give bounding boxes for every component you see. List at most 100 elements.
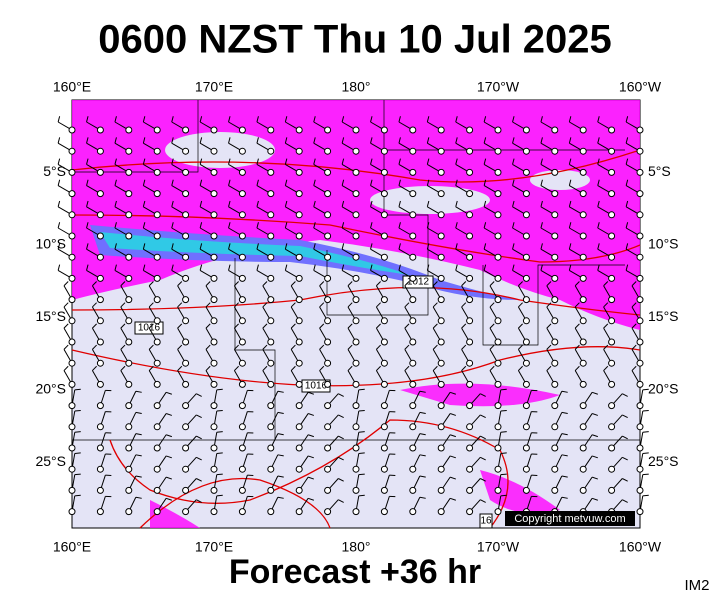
- station: [96, 211, 104, 219]
- barb-flag: [546, 302, 552, 308]
- barb-flag: [171, 179, 174, 186]
- barb-flag: [205, 281, 211, 287]
- station: [522, 317, 530, 325]
- barb-flag: [199, 200, 203, 207]
- barb-flag: [642, 452, 649, 454]
- station: [153, 486, 161, 494]
- station: [466, 211, 474, 219]
- barb-flag: [319, 365, 325, 371]
- barb-flag: [398, 179, 401, 186]
- barb-flag: [574, 302, 580, 308]
- station: [68, 232, 76, 240]
- barb-flag: [540, 222, 543, 229]
- station: [68, 359, 76, 367]
- station: [210, 402, 218, 410]
- barb-flag: [574, 323, 580, 329]
- barb-flag: [625, 200, 629, 207]
- barb-flag: [631, 281, 637, 287]
- station: [68, 274, 76, 282]
- station: [466, 508, 474, 516]
- barb-flag: [461, 302, 467, 308]
- station: [125, 274, 133, 282]
- barb-flag: [455, 222, 458, 229]
- station: [437, 296, 445, 304]
- station: [295, 508, 303, 516]
- station: [352, 296, 360, 304]
- station: [608, 402, 616, 410]
- station: [551, 296, 559, 304]
- station: [182, 296, 190, 304]
- barb-flag: [338, 435, 344, 440]
- barb-flag: [512, 243, 515, 250]
- station: [352, 444, 360, 452]
- station: [466, 317, 474, 325]
- station: [153, 147, 161, 155]
- station: [608, 444, 616, 452]
- barb-flag: [398, 116, 401, 123]
- station: [409, 444, 417, 452]
- barb-flag: [597, 158, 600, 165]
- barb-flag: [148, 365, 154, 371]
- station: [579, 486, 587, 494]
- barb-flag: [256, 222, 259, 229]
- station: [551, 402, 559, 410]
- barb-flag: [419, 475, 426, 478]
- barb-flag: [631, 344, 637, 350]
- station: [522, 338, 530, 346]
- station: [466, 380, 474, 388]
- station: [466, 465, 474, 473]
- station: [608, 253, 616, 261]
- station: [494, 402, 502, 410]
- station: [68, 147, 76, 155]
- station: [68, 190, 76, 198]
- lat-label: 15°S: [35, 308, 66, 324]
- barb-flag: [290, 344, 296, 350]
- station: [96, 253, 104, 261]
- station: [182, 232, 190, 240]
- station: [267, 338, 275, 346]
- barb-flag: [234, 302, 239, 308]
- barb-flag: [307, 497, 314, 501]
- station: [466, 486, 474, 494]
- barb-flag: [177, 302, 183, 308]
- station: [267, 190, 275, 198]
- station: [579, 465, 587, 473]
- barb-flag: [196, 435, 202, 440]
- station: [68, 380, 76, 388]
- barb-flag: [518, 365, 523, 371]
- station: [96, 508, 104, 516]
- barb-flag: [398, 264, 401, 271]
- station: [380, 423, 388, 431]
- station: [153, 253, 161, 261]
- barb-flag: [426, 158, 430, 165]
- barb-flag: [284, 137, 288, 144]
- station: [608, 296, 616, 304]
- station: [380, 274, 388, 282]
- barb-flag: [622, 435, 628, 440]
- barb-flag: [262, 281, 268, 287]
- station: [380, 190, 388, 198]
- barb-flag: [480, 393, 486, 397]
- barb-flag: [625, 243, 629, 250]
- station: [125, 190, 133, 198]
- barb-flag: [480, 478, 486, 482]
- barb-flag: [591, 455, 598, 459]
- station: [238, 444, 246, 452]
- barb-flag: [540, 200, 543, 207]
- lon-label: 170°E: [195, 79, 233, 95]
- barb-flag: [449, 476, 456, 480]
- barb-flag: [205, 365, 211, 371]
- barb-flag: [358, 452, 365, 454]
- station: [96, 190, 104, 198]
- barb-flag: [500, 473, 507, 476]
- station: [636, 423, 644, 431]
- barb-flag: [63, 281, 69, 287]
- barb-flag: [561, 454, 568, 457]
- barb-flag: [341, 243, 345, 250]
- barb-flag: [120, 344, 126, 350]
- barb-flag: [358, 494, 365, 497]
- station: [68, 126, 76, 134]
- barb-flag: [500, 431, 507, 433]
- station: [551, 126, 559, 134]
- station: [125, 359, 133, 367]
